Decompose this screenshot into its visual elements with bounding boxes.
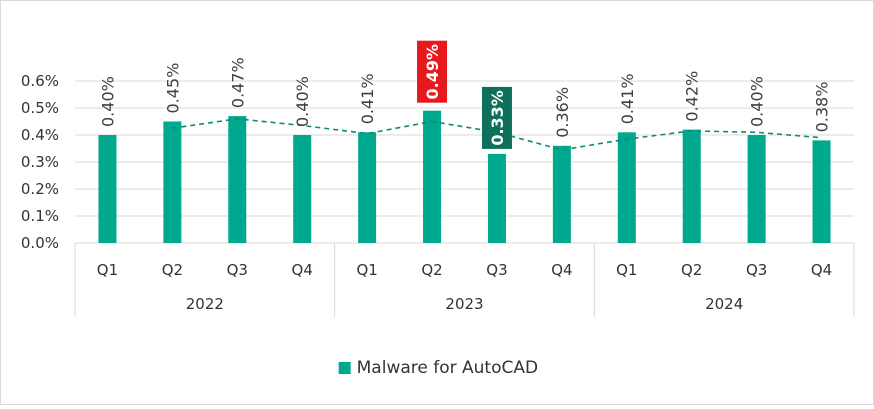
bar [682,129,701,243]
bar [747,135,766,243]
bar [293,135,312,243]
y-tick-label: 0.3% [21,153,59,171]
bar [552,145,571,243]
bar [617,132,636,243]
year-label: 2022 [186,295,224,313]
bar [228,116,247,243]
data-label: 0.33% [488,90,507,146]
data-label: 0.49% [423,44,442,100]
x-tick-label: Q2 [421,261,442,279]
data-label: 0.36% [553,87,572,138]
y-tick-label: 0.6% [21,72,59,90]
x-tick-label: Q1 [356,261,377,279]
year-label: 2023 [445,295,483,313]
data-label: 0.40% [98,76,117,127]
bar [358,132,377,243]
data-label: 0.41% [618,73,637,124]
y-tick-label: 0.0% [21,234,59,252]
y-tick-label: 0.1% [21,207,59,225]
data-label: 0.41% [358,73,377,124]
data-label-highlight [481,86,512,149]
legend-swatch [338,362,351,374]
x-tick-label: Q1 [97,261,118,279]
year-label: 2024 [705,295,743,313]
x-tick-label: Q3 [227,261,248,279]
x-tick-label: Q4 [551,261,572,279]
bar [98,135,117,243]
x-tick-label: Q4 [292,261,313,279]
data-label: 0.40% [748,76,767,127]
y-tick-label: 0.5% [21,99,59,117]
data-label: 0.40% [293,76,312,127]
data-label: 0.47% [228,57,247,108]
y-tick-label: 0.2% [21,180,59,198]
x-tick-label: Q3 [486,261,507,279]
data-label: 0.42% [683,71,702,122]
data-label-highlight [417,40,448,103]
x-tick-label: Q4 [811,261,832,279]
y-tick-label: 0.4% [21,126,59,144]
data-label: 0.45% [163,63,182,114]
bar [487,153,506,243]
x-tick-label: Q2 [681,261,702,279]
legend-label: Malware for AutoCAD [357,358,538,378]
x-tick-label: Q1 [616,261,637,279]
bar [423,110,442,243]
bar [812,140,831,243]
bar [163,121,182,243]
x-tick-label: Q2 [162,261,183,279]
x-tick-label: Q3 [746,261,767,279]
data-label: 0.38% [813,82,832,133]
